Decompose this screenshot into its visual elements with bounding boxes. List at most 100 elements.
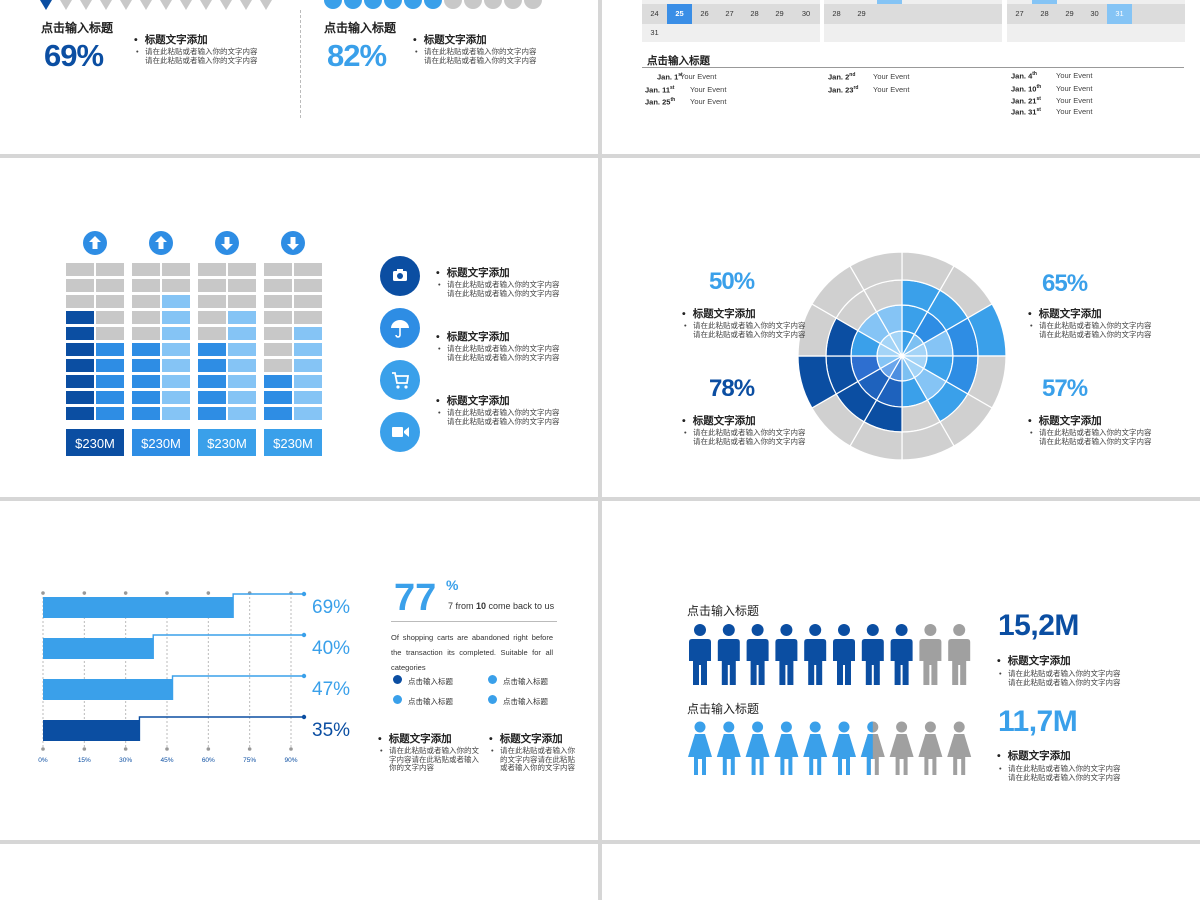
leader-line (138, 716, 304, 741)
camera-icon-circle[interactable] (380, 256, 420, 296)
chart-cell (264, 327, 292, 340)
chart-cell (132, 295, 160, 308)
stat-percent: 50% (709, 268, 755, 295)
left-bullet-title: 标题文字添加 (134, 32, 208, 47)
chart-cell (264, 295, 292, 308)
calendar-3-highlight (1032, 0, 1057, 4)
cal-day[interactable]: 28 (742, 4, 767, 24)
stat-text: 请在此粘贴或者输入你的文字内容请在此粘贴或者输入你的文字内容 (684, 428, 811, 446)
chart-cell (294, 279, 322, 292)
bar-value-label: 40% (312, 638, 350, 659)
chart-cell (132, 263, 160, 276)
legend-label: 点击输入标题 (408, 697, 453, 706)
label-box (66, 429, 124, 456)
umbrella-icon-circle[interactable] (380, 308, 420, 348)
cal-day[interactable]: 29 (857, 9, 866, 18)
x-tick-label: 15% (78, 757, 91, 764)
cal-day[interactable]: 27 (717, 4, 742, 24)
bar-value-label: 47% (312, 679, 350, 700)
paragraph: Of shopping carts are abandoned right be… (391, 633, 553, 672)
cart-icon-circle[interactable] (380, 360, 420, 400)
bar-value-label: $230M (141, 436, 181, 451)
cal-day[interactable]: 27 (1015, 9, 1024, 18)
slide-stacked-block-chart[interactable]: $230M $230M $230M $230M 标题文字添加 请在此粘贴或者输入你的文… (0, 158, 598, 497)
slide-horizontal-bars[interactable]: 0% 15% 30% 45% 60% 75% 90% 69% 40% 47% 35% 77 % 7 … (0, 501, 598, 840)
man-icon (948, 639, 971, 685)
women-icon-row (688, 721, 972, 775)
cal-day[interactable]: 29 (767, 4, 792, 24)
chart-cell (198, 343, 226, 356)
radial-chart (797, 251, 1007, 461)
bullet-text: 请在此粘贴或者输入你的文字内容请在此粘贴或者输入你的文字内容 (438, 408, 565, 426)
rule (391, 621, 557, 622)
man-icon-head (838, 624, 850, 636)
bar-value-label: 35% (312, 720, 350, 741)
chart-cell (96, 343, 124, 356)
event-date: Jan. 10th (1011, 84, 1042, 94)
cal-day[interactable]: 24 (642, 4, 667, 24)
video-icon-circle[interactable] (380, 412, 420, 452)
chart-cell (228, 407, 256, 420)
cal-day[interactable]: 28 (1040, 9, 1049, 18)
legend-label: 点击输入标题 (503, 677, 548, 686)
cal-day-selected[interactable]: 25 (667, 4, 692, 24)
man-icon-head (751, 624, 764, 636)
slide-people-chart[interactable]: 点击输入标题 点击输入标题 15,2M 标题文字添加 请在此粘贴或者输入你的文字… (602, 501, 1200, 840)
event-date: Jan. 1st (657, 72, 683, 82)
woman-icon-head (924, 721, 936, 733)
chart-cell (294, 391, 322, 404)
cal-day[interactable]: 31 (650, 28, 659, 37)
event-date: Jan. 21st (1011, 96, 1041, 106)
grid-dot (247, 747, 252, 751)
cal-day[interactable]: 30 (792, 4, 820, 24)
slide-radial-chart[interactable]: 50% 标题文字添加 请在此粘贴或者输入你的文字内容请在此粘贴或者输入你的文字内… (602, 158, 1200, 497)
event-label: Your Event (873, 85, 910, 94)
right-bullet-text: 请在此粘贴或者输入你的文字内容请在此粘贴或者输入你的文字内容 (415, 47, 542, 65)
cal-day[interactable]: 26 (692, 4, 717, 24)
event-date: Jan. 4th (1011, 71, 1037, 81)
chart-cell (162, 327, 190, 340)
man-icon-head (953, 624, 966, 636)
event-label: Your Event (873, 72, 910, 81)
cal-day-selected[interactable]: 31 (1107, 4, 1132, 24)
big-number: 77 (394, 577, 437, 619)
chart-cell (228, 391, 256, 404)
right-title: 点击输入标题 (324, 21, 397, 35)
women-title: 点击输入标题 (687, 702, 760, 716)
bullet-text: 请在此粘贴或者输入你的文字内容请在此粘贴或者输入你的文字内容 (491, 746, 580, 773)
chart-cell (132, 375, 160, 388)
cal-day[interactable]: 30 (1090, 9, 1099, 18)
woman-icon (688, 734, 712, 775)
cal-day[interactable]: 28 (832, 9, 841, 18)
stat-title: 标题文字添加 (1028, 413, 1102, 428)
event-label: Your Event (1056, 84, 1093, 93)
chart-cell (96, 263, 124, 276)
slide-blank[interactable] (602, 844, 1200, 900)
horizontal-bar-chart: 0% 15% 30% 45% 60% 75% 90% 69% 40% 47% 35% (38, 591, 350, 764)
chart-cell (162, 311, 190, 324)
chart-cell (264, 375, 292, 388)
chart-cell (162, 295, 190, 308)
slide-calendar[interactable]: 24 25 26 27 28 29 30 31 28 29 27 28 29 3… (602, 0, 1200, 154)
chart-cell (228, 279, 256, 292)
woman-icon-head (838, 721, 850, 733)
bullet-text: 请在此粘贴或者输入你的文字内容请在此粘贴或者输入你的文字内容 (438, 280, 565, 298)
chart-cell (228, 263, 256, 276)
woman-icon (889, 734, 914, 775)
chart-cell (228, 327, 256, 340)
event-label: Your Event (680, 72, 717, 81)
chart-cell (294, 375, 322, 388)
bullet-text: 请在此粘贴或者输入你的文字内容请在此粘贴或者输入你的文字内容 (380, 746, 481, 773)
slide-blank[interactable] (0, 844, 598, 900)
label-box (264, 429, 322, 456)
grid-dot (41, 591, 45, 595)
left-bullet-text: 请在此粘贴或者输入你的文字内容请在此粘贴或者输入你的文字内容 (136, 47, 263, 65)
bullet-title: 标题文字添加 (378, 731, 452, 746)
grid-dot (123, 591, 128, 595)
women-bullet-text: 请在此粘贴或者输入你的文字内容请在此粘贴或者输入你的文字内容 (999, 764, 1126, 782)
cal-day[interactable]: 29 (1065, 9, 1074, 18)
chart-cell (96, 295, 124, 308)
chart-cell (294, 263, 322, 276)
event-label: Your Event (1056, 107, 1093, 116)
slide-percent-stats[interactable]: 点击输入标题 69% 标题文字添加 请在此粘贴或者输入你的文字内容请在此粘贴或者… (0, 0, 598, 154)
